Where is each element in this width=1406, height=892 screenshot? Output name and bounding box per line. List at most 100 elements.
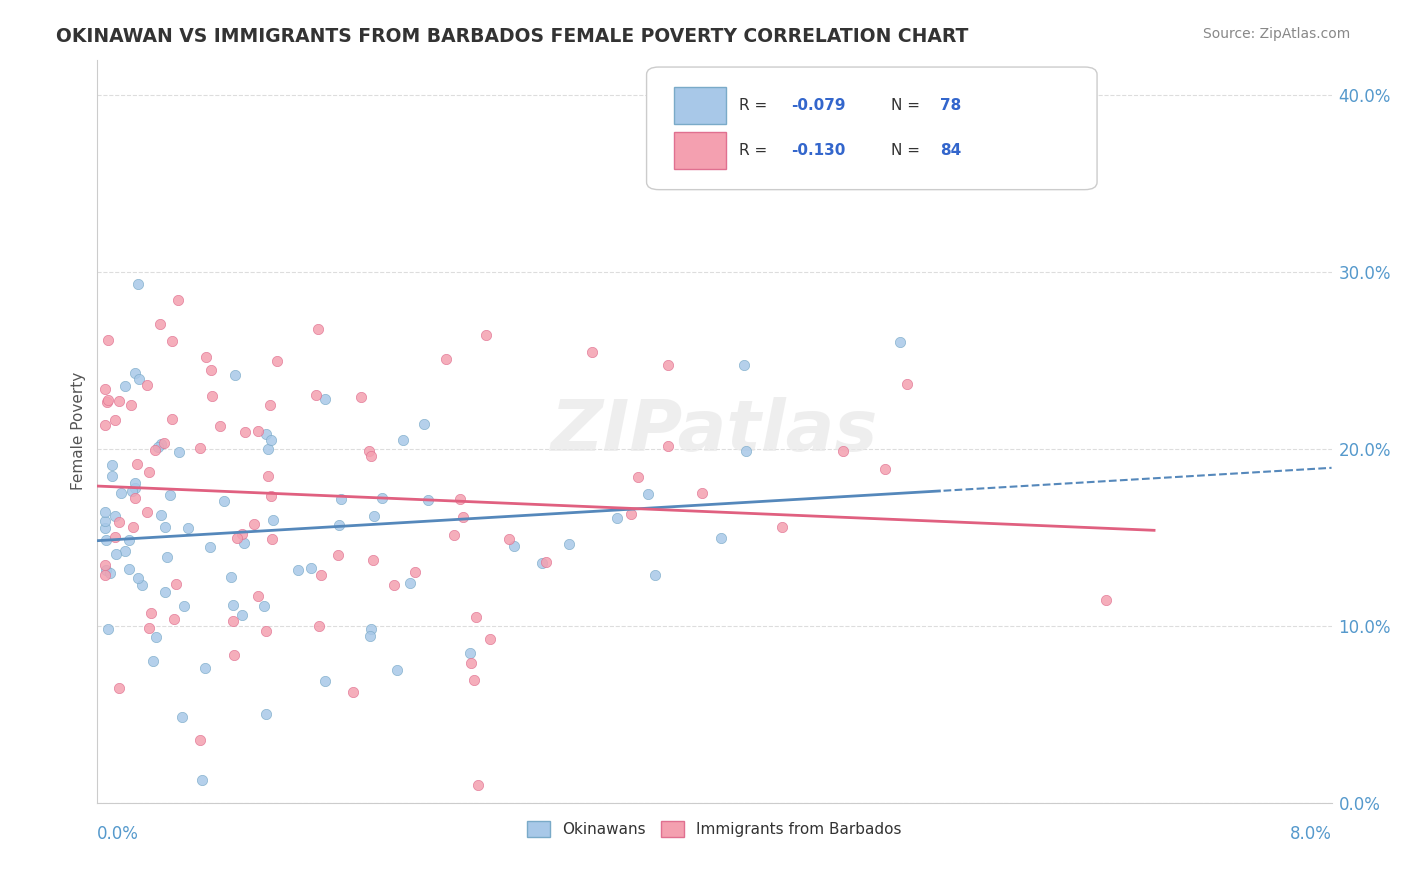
Point — [224, 648, 246, 662]
Point — [314, 392, 336, 406]
Point — [463, 673, 485, 687]
Point — [889, 335, 911, 350]
Point — [232, 536, 254, 550]
Point — [208, 419, 231, 434]
Point — [620, 507, 643, 521]
Text: Source: ZipAtlas.com: Source: ZipAtlas.com — [1202, 27, 1350, 41]
Point — [148, 440, 170, 454]
Point — [191, 772, 214, 787]
Point — [359, 443, 381, 458]
Point — [449, 492, 471, 507]
Point — [266, 353, 288, 368]
Point — [124, 367, 146, 381]
Point — [392, 433, 415, 447]
Text: ZIPatlas: ZIPatlas — [551, 397, 879, 466]
Point — [254, 707, 277, 722]
Point — [143, 442, 166, 457]
Point — [167, 293, 190, 307]
Point — [150, 437, 173, 451]
Point — [104, 413, 127, 427]
Point — [108, 394, 131, 409]
Point — [260, 532, 283, 546]
Point — [118, 533, 141, 548]
Point — [114, 379, 136, 393]
Point — [162, 411, 184, 425]
Point — [100, 468, 122, 483]
Point — [360, 449, 382, 463]
Point — [330, 492, 353, 507]
Text: 8.0%: 8.0% — [1289, 825, 1331, 843]
Point — [252, 599, 274, 614]
Point — [254, 624, 277, 638]
Text: R =: R = — [740, 143, 772, 158]
Point — [657, 359, 679, 373]
Text: 0.0%: 0.0% — [97, 825, 139, 843]
Point — [259, 433, 281, 447]
Point — [503, 539, 526, 553]
FancyBboxPatch shape — [673, 132, 725, 169]
Point — [314, 673, 336, 688]
Point — [308, 619, 330, 633]
Point — [177, 521, 200, 535]
Point — [498, 532, 520, 546]
Point — [120, 398, 142, 412]
Point — [224, 368, 246, 382]
Point — [259, 398, 281, 412]
Point — [219, 570, 242, 584]
Point — [309, 568, 332, 582]
Point — [138, 465, 160, 479]
Point — [200, 363, 222, 377]
Point — [170, 710, 193, 724]
Point — [710, 531, 733, 545]
Point — [188, 441, 211, 455]
Point — [107, 681, 129, 695]
Point — [105, 547, 128, 561]
Point — [94, 521, 117, 535]
Point — [458, 646, 481, 660]
Point — [451, 509, 474, 524]
Point — [124, 491, 146, 505]
Point — [359, 629, 381, 643]
Point — [135, 504, 157, 518]
Text: N =: N = — [891, 98, 925, 113]
Point — [145, 630, 167, 644]
Point — [606, 511, 628, 525]
Point — [260, 490, 283, 504]
Point — [165, 577, 187, 591]
Legend: Okinawans, Immigrants from Barbados: Okinawans, Immigrants from Barbados — [522, 815, 908, 843]
Point — [153, 520, 176, 534]
Point — [159, 488, 181, 502]
Point — [127, 277, 149, 291]
Point — [644, 567, 666, 582]
Point — [1095, 593, 1118, 607]
Text: 84: 84 — [941, 143, 962, 158]
Point — [97, 333, 120, 347]
Point — [94, 382, 117, 396]
Text: R =: R = — [740, 98, 772, 113]
Point — [141, 606, 163, 620]
Point — [231, 526, 253, 541]
Point — [114, 544, 136, 558]
Point — [307, 321, 329, 335]
Point — [342, 685, 364, 699]
Point — [94, 514, 117, 528]
Point — [371, 491, 394, 506]
Point — [222, 614, 245, 628]
Point — [152, 436, 174, 450]
Point — [188, 733, 211, 747]
Point — [103, 508, 125, 523]
Point — [413, 417, 436, 431]
Point — [831, 444, 853, 458]
Point — [328, 517, 350, 532]
Point — [97, 622, 120, 636]
Point — [122, 520, 145, 534]
Point — [96, 395, 118, 409]
Point — [299, 561, 322, 575]
Point — [434, 351, 457, 366]
Point — [733, 359, 755, 373]
Point — [108, 516, 131, 530]
Point — [131, 578, 153, 592]
Text: -0.130: -0.130 — [792, 143, 845, 158]
Point — [404, 565, 426, 579]
Point — [160, 334, 183, 348]
